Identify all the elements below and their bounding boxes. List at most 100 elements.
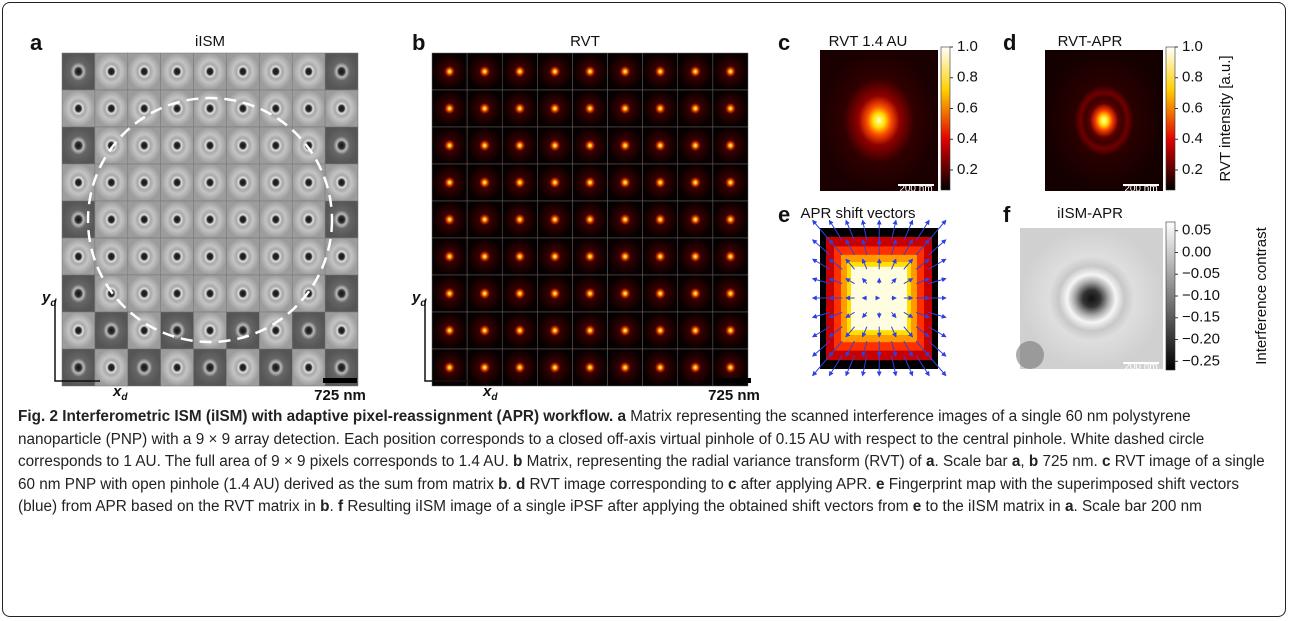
matrix-cell bbox=[502, 275, 537, 312]
matrix-cell bbox=[325, 275, 358, 312]
panel-ref: a bbox=[618, 408, 627, 425]
matrix-cell bbox=[572, 201, 607, 238]
matrix-cell bbox=[161, 53, 194, 90]
panel-label: d bbox=[1003, 30, 1016, 55]
scale-bar bbox=[323, 378, 357, 383]
matrix-cell bbox=[128, 164, 161, 201]
matrix-cell bbox=[432, 164, 467, 201]
matrix-cell bbox=[194, 164, 227, 201]
matrix-cell bbox=[128, 90, 161, 127]
matrix-cell bbox=[128, 275, 161, 312]
matrix-cell bbox=[608, 238, 643, 275]
matrix-cell bbox=[643, 275, 678, 312]
colorbar-label: RVT intensity [a.u.] bbox=[1217, 55, 1234, 181]
colorbar bbox=[941, 47, 950, 190]
matrix-cell bbox=[292, 53, 325, 90]
matrix-cell bbox=[678, 312, 713, 349]
colorbar-tick-label: 0.4 bbox=[1182, 130, 1203, 147]
matrix-cell bbox=[292, 238, 325, 275]
matrix-cell bbox=[161, 312, 194, 349]
matrix-cell bbox=[608, 349, 643, 386]
caption-text: 725 nm. bbox=[1038, 453, 1102, 470]
matrix-cell bbox=[226, 53, 259, 90]
artifact bbox=[1016, 341, 1044, 369]
matrix-cell bbox=[95, 90, 128, 127]
colorbar-tick-label: 0.00 bbox=[1182, 243, 1211, 260]
caption-text: Matrix, representing the radial variance… bbox=[522, 453, 926, 470]
caption-text: after applying APR. bbox=[736, 476, 875, 493]
matrix-cell bbox=[128, 238, 161, 275]
rvt-image bbox=[820, 50, 938, 191]
axis-subscript: d bbox=[491, 392, 498, 402]
matrix-cell bbox=[432, 201, 467, 238]
matrix-cell bbox=[161, 90, 194, 127]
matrix-cell bbox=[292, 201, 325, 238]
matrix-cell bbox=[572, 164, 607, 201]
matrix-cell bbox=[537, 275, 572, 312]
matrix-cell bbox=[432, 53, 467, 90]
colorbar-tick-label: 0.4 bbox=[957, 130, 978, 147]
matrix-cell bbox=[572, 238, 607, 275]
matrix-cell bbox=[643, 53, 678, 90]
panel-title: RVT-APR bbox=[1058, 33, 1123, 50]
matrix-cell bbox=[537, 127, 572, 164]
colorbar-tick-label: 1.0 bbox=[1182, 38, 1203, 55]
matrix-cell bbox=[62, 275, 95, 312]
scale-bar-label: 725 nm bbox=[314, 387, 366, 402]
matrix-cell bbox=[713, 53, 748, 90]
matrix-cell bbox=[502, 238, 537, 275]
figure-caption: Fig. 2 Interferometric ISM (iISM) with a… bbox=[18, 406, 1276, 519]
matrix-cell bbox=[226, 90, 259, 127]
matrix-cell bbox=[537, 90, 572, 127]
matrix-cell bbox=[194, 53, 227, 90]
matrix-cell bbox=[226, 164, 259, 201]
matrix-cell bbox=[95, 53, 128, 90]
page: aiISMbRVTcRVT 1.4 AUdRVT-APReAPR shift v… bbox=[0, 0, 1290, 621]
matrix-cell bbox=[194, 238, 227, 275]
matrix-cell bbox=[713, 127, 748, 164]
matrix-cell bbox=[572, 349, 607, 386]
matrix-cell bbox=[292, 349, 325, 386]
matrix-cell bbox=[537, 312, 572, 349]
matrix-cell bbox=[194, 127, 227, 164]
matrix-cell bbox=[161, 238, 194, 275]
matrix-cell bbox=[259, 201, 292, 238]
matrix-cell bbox=[643, 201, 678, 238]
scale-bar-label: 200 nm bbox=[1124, 362, 1157, 373]
colorbar-tick-label: 0.2 bbox=[957, 161, 978, 178]
matrix-cell bbox=[608, 90, 643, 127]
matrix-cell bbox=[643, 238, 678, 275]
matrix-cell bbox=[62, 53, 95, 90]
matrix-cell bbox=[325, 127, 358, 164]
fingerprint-region bbox=[851, 267, 907, 330]
scale-bar bbox=[717, 378, 751, 383]
matrix-cell bbox=[95, 201, 128, 238]
panel-label: a bbox=[30, 30, 43, 55]
matrix-cell bbox=[537, 238, 572, 275]
scale-bar-label: 200 nm bbox=[899, 184, 932, 195]
matrix-cell bbox=[678, 164, 713, 201]
colorbar-tick-label: −0.20 bbox=[1182, 330, 1220, 347]
caption-text: . bbox=[507, 476, 516, 493]
matrix-cell bbox=[292, 312, 325, 349]
scale-bar-label: 200 nm bbox=[1124, 184, 1157, 195]
matrix-cell bbox=[713, 238, 748, 275]
y-axis-label: yd bbox=[411, 289, 427, 309]
rvt-apr-image bbox=[1045, 50, 1163, 191]
matrix-cell bbox=[643, 127, 678, 164]
matrix-cell bbox=[194, 201, 227, 238]
colorbar-tick-label: 0.6 bbox=[957, 99, 978, 116]
panel-title: RVT 1.4 AU bbox=[829, 33, 908, 50]
panel-label: f bbox=[1003, 202, 1011, 227]
matrix-cell bbox=[502, 90, 537, 127]
matrix-cell bbox=[161, 275, 194, 312]
matrix-cell bbox=[537, 53, 572, 90]
caption-text: . Scale bar 200 nm bbox=[1073, 498, 1201, 515]
matrix-cell bbox=[62, 127, 95, 164]
colorbar-tick-label: −0.25 bbox=[1182, 352, 1220, 369]
matrix-cell bbox=[226, 238, 259, 275]
matrix-cell bbox=[226, 312, 259, 349]
matrix-cell bbox=[292, 90, 325, 127]
panel-title: iISM bbox=[195, 33, 225, 50]
matrix-cell bbox=[467, 90, 502, 127]
